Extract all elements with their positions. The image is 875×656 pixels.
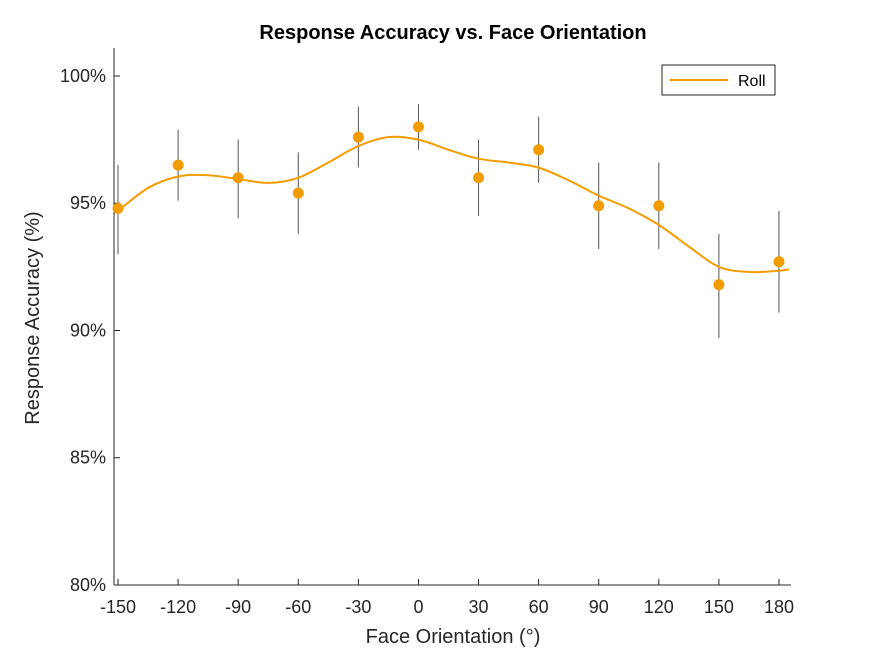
data-point [593,200,605,212]
x-tick-label: 180 [764,597,794,617]
y-tick-label: 80% [70,575,106,595]
data-point [533,144,545,156]
x-tick-label: -90 [225,597,251,617]
legend: Roll [661,64,776,96]
data-point [412,121,424,133]
data-point [713,279,725,291]
data-point [773,256,785,268]
x-tick-label: -30 [345,597,371,617]
chart-title: Response Accuracy vs. Face Orientation [259,22,646,44]
data-point [292,187,304,199]
data-point [473,172,485,184]
y-tick-label: 100% [60,66,106,86]
x-tick-label: 30 [469,597,489,617]
x-tick-label: -150 [100,597,136,617]
x-tick-label: 150 [704,597,734,617]
x-tick-label: 120 [644,597,674,617]
plot-area [112,103,790,339]
x-tick-label: 60 [529,597,549,617]
data-point [232,172,244,184]
x-tick-label: -60 [285,597,311,617]
legend-label-roll: Roll [738,73,766,90]
y-axis-label: Response Accuracy (%) [22,211,44,424]
data-point [172,159,184,171]
data-point [352,131,364,143]
data-point [112,202,124,214]
x-tick-label: -120 [160,597,196,617]
x-axis-label: Face Orientation (°) [366,626,541,648]
y-tick-label: 95% [70,193,106,213]
y-tick-label: 90% [70,320,106,340]
axes: -150 -120 -90 -60 -30 0 30 60 90 120 150 180 80% 85% 9… [60,48,794,617]
y-tick-label: 85% [70,448,106,468]
x-tick-label: 0 [413,597,423,617]
data-point [653,200,665,212]
x-tick-label: 90 [589,597,609,617]
